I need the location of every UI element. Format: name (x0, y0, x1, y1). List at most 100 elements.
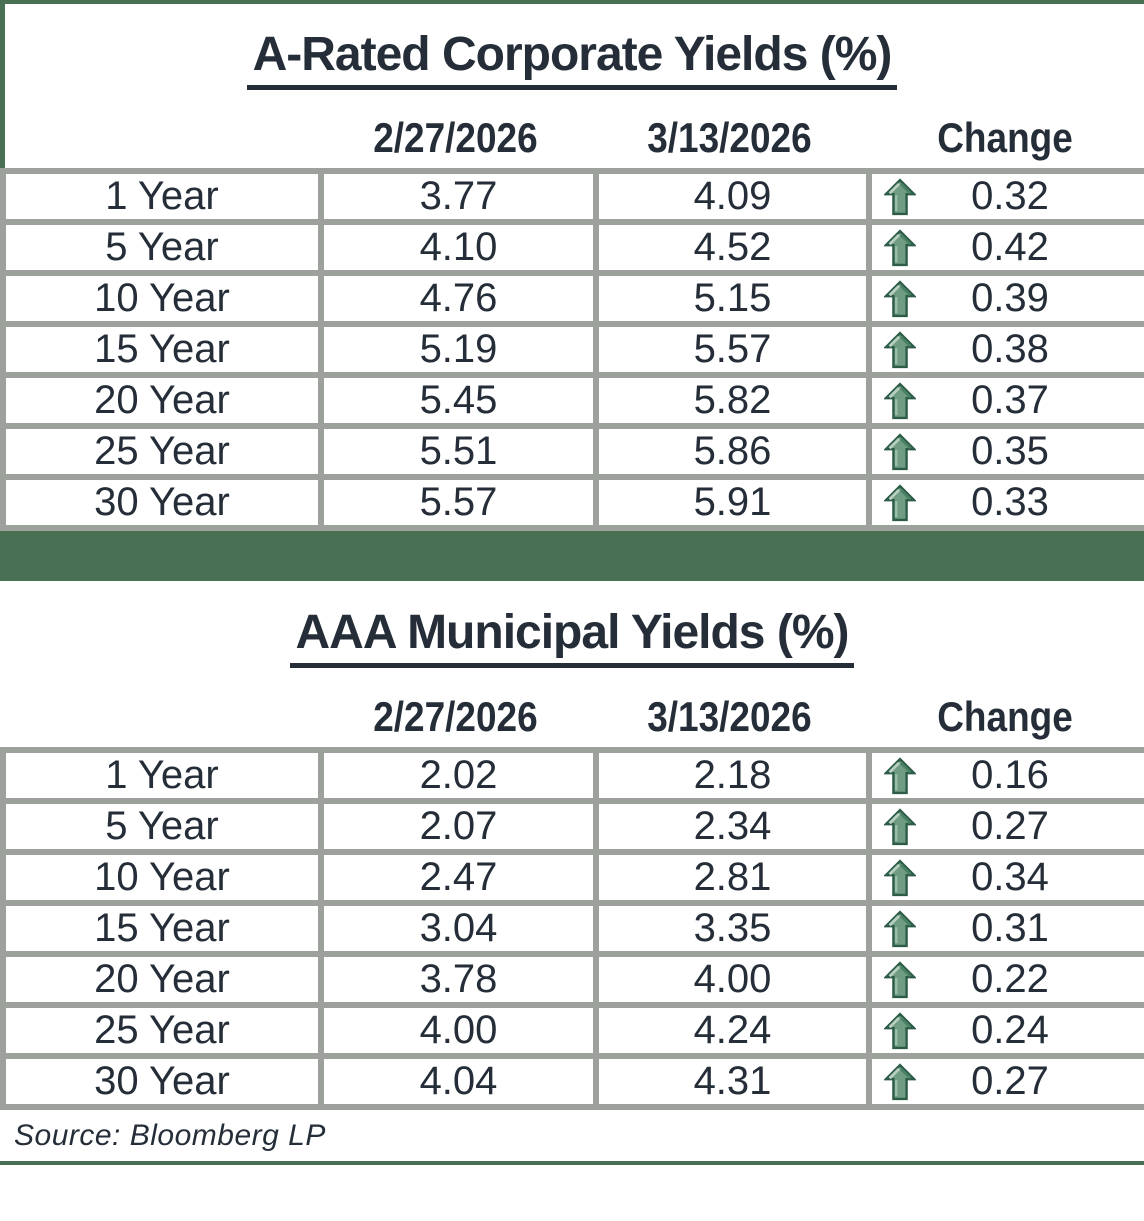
curr-yield: 2.18 (593, 747, 872, 804)
prev-yield: 5.51 (318, 423, 599, 480)
curr-yield: 5.57 (593, 321, 872, 378)
up-arrow-icon (884, 177, 916, 215)
change-value: 0.33 (971, 480, 1049, 524)
change-value: 0.32 (971, 174, 1049, 218)
up-arrow-icon (884, 756, 916, 794)
curr-yield: 5.91 (593, 474, 872, 531)
column-header-date-1: 2/27/2026 (373, 114, 538, 161)
corporate-yields-grid: 1 Year 3.77 4.09 0.32 5 Year 4.10 4.52 (0, 168, 1144, 531)
up-arrow-icon (884, 432, 916, 470)
maturity-label: 10 Year (0, 849, 324, 906)
up-arrow-icon (884, 858, 916, 896)
maturity-label: 30 Year (0, 474, 324, 531)
change-value: 0.42 (971, 225, 1049, 269)
municipal-yields-section: AAA Municipal Yields (%) 2/27/2026 3/13/… (0, 581, 1144, 1110)
maturity-label: 15 Year (0, 900, 324, 957)
change-value: 0.27 (971, 804, 1049, 848)
table-row: 25 Year 5.51 5.86 0.35 (0, 423, 1144, 480)
maturity-label: 20 Year (0, 951, 324, 1008)
curr-yield: 4.09 (593, 168, 872, 225)
table-row: 5 Year 2.07 2.34 0.27 (0, 798, 1144, 855)
change-value: 0.31 (971, 906, 1049, 950)
prev-yield: 5.57 (318, 474, 599, 531)
top-accent-bar (0, 0, 1144, 4)
maturity-label: 5 Year (0, 219, 324, 276)
maturity-label: 20 Year (0, 372, 324, 429)
maturity-label: 30 Year (0, 1053, 324, 1110)
table-row: 20 Year 3.78 4.00 0.22 (0, 951, 1144, 1008)
municipal-yields-title: AAA Municipal Yields (%) (289, 605, 855, 668)
maturity-label: 5 Year (0, 798, 324, 855)
column-header-date-1: 2/27/2026 (373, 693, 538, 740)
corporate-yields-header-row: 2/27/2026 3/13/2026 Change (0, 112, 1144, 168)
municipal-yields-title-wrap: AAA Municipal Yields (%) (0, 581, 1144, 691)
prev-yield: 4.04 (318, 1053, 599, 1110)
prev-yield: 5.45 (318, 372, 599, 429)
change-value: 0.16 (971, 753, 1049, 797)
corporate-yields-section: A-Rated Corporate Yields (%) 2/27/2026 3… (0, 4, 1144, 531)
curr-yield: 4.52 (593, 219, 872, 276)
up-arrow-icon (884, 807, 916, 845)
table-row: 1 Year 3.77 4.09 0.32 (0, 168, 1144, 225)
prev-yield: 5.19 (318, 321, 599, 378)
corporate-yields-title: A-Rated Corporate Yields (%) (246, 27, 898, 90)
change-value: 0.37 (971, 378, 1049, 422)
curr-yield: 4.24 (593, 1002, 872, 1059)
change-cell: 0.27 (866, 1053, 1144, 1110)
prev-yield: 4.76 (318, 270, 599, 327)
change-value: 0.24 (971, 1008, 1049, 1052)
change-cell: 0.42 (866, 219, 1144, 276)
change-cell: 0.39 (866, 270, 1144, 327)
change-cell: 0.16 (866, 747, 1144, 804)
change-value: 0.38 (971, 327, 1049, 371)
municipal-yields-grid: 1 Year 2.02 2.18 0.16 5 Year 2.07 2.34 (0, 747, 1144, 1110)
column-header-change: Change (937, 114, 1073, 161)
table-row: 1 Year 2.02 2.18 0.16 (0, 747, 1144, 804)
maturity-label: 1 Year (0, 747, 324, 804)
change-cell: 0.33 (866, 474, 1144, 531)
change-value: 0.34 (971, 855, 1049, 899)
column-header-date-2: 3/13/2026 (647, 693, 812, 740)
change-value: 0.39 (971, 276, 1049, 320)
up-arrow-icon (884, 228, 916, 266)
source-note: Source: Bloomberg LP (14, 1118, 326, 1152)
maturity-label: 1 Year (0, 168, 324, 225)
up-arrow-icon (884, 279, 916, 317)
change-cell: 0.35 (866, 423, 1144, 480)
curr-yield: 3.35 (593, 900, 872, 957)
curr-yield: 5.82 (593, 372, 872, 429)
table-row: 15 Year 5.19 5.57 0.38 (0, 321, 1144, 378)
table-row: 10 Year 4.76 5.15 0.39 (0, 270, 1144, 327)
up-arrow-icon (884, 1062, 916, 1100)
change-cell: 0.27 (866, 798, 1144, 855)
section-divider-band (0, 531, 1144, 581)
prev-yield: 3.78 (318, 951, 599, 1008)
curr-yield: 2.81 (593, 849, 872, 906)
maturity-label: 25 Year (0, 1002, 324, 1059)
maturity-label: 15 Year (0, 321, 324, 378)
table-row: 15 Year 3.04 3.35 0.31 (0, 900, 1144, 957)
change-cell: 0.31 (866, 900, 1144, 957)
prev-yield: 4.00 (318, 1002, 599, 1059)
municipal-yields-header-row: 2/27/2026 3/13/2026 Change (0, 691, 1144, 747)
prev-yield: 2.47 (318, 849, 599, 906)
corporate-yields-title-wrap: A-Rated Corporate Yields (%) (0, 4, 1144, 112)
table-row: 5 Year 4.10 4.52 0.42 (0, 219, 1144, 276)
curr-yield: 4.31 (593, 1053, 872, 1110)
up-arrow-icon (884, 330, 916, 368)
up-arrow-icon (884, 1011, 916, 1049)
prev-yield: 4.10 (318, 219, 599, 276)
table-row: 30 Year 4.04 4.31 0.27 (0, 1053, 1144, 1110)
change-value: 0.27 (971, 1059, 1049, 1103)
curr-yield: 4.00 (593, 951, 872, 1008)
maturity-label: 10 Year (0, 270, 324, 327)
change-cell: 0.34 (866, 849, 1144, 906)
up-arrow-icon (884, 960, 916, 998)
maturity-label: 25 Year (0, 423, 324, 480)
column-header-change: Change (937, 693, 1073, 740)
curr-yield: 5.86 (593, 423, 872, 480)
change-cell: 0.24 (866, 1002, 1144, 1059)
prev-yield: 2.07 (318, 798, 599, 855)
change-value: 0.35 (971, 429, 1049, 473)
